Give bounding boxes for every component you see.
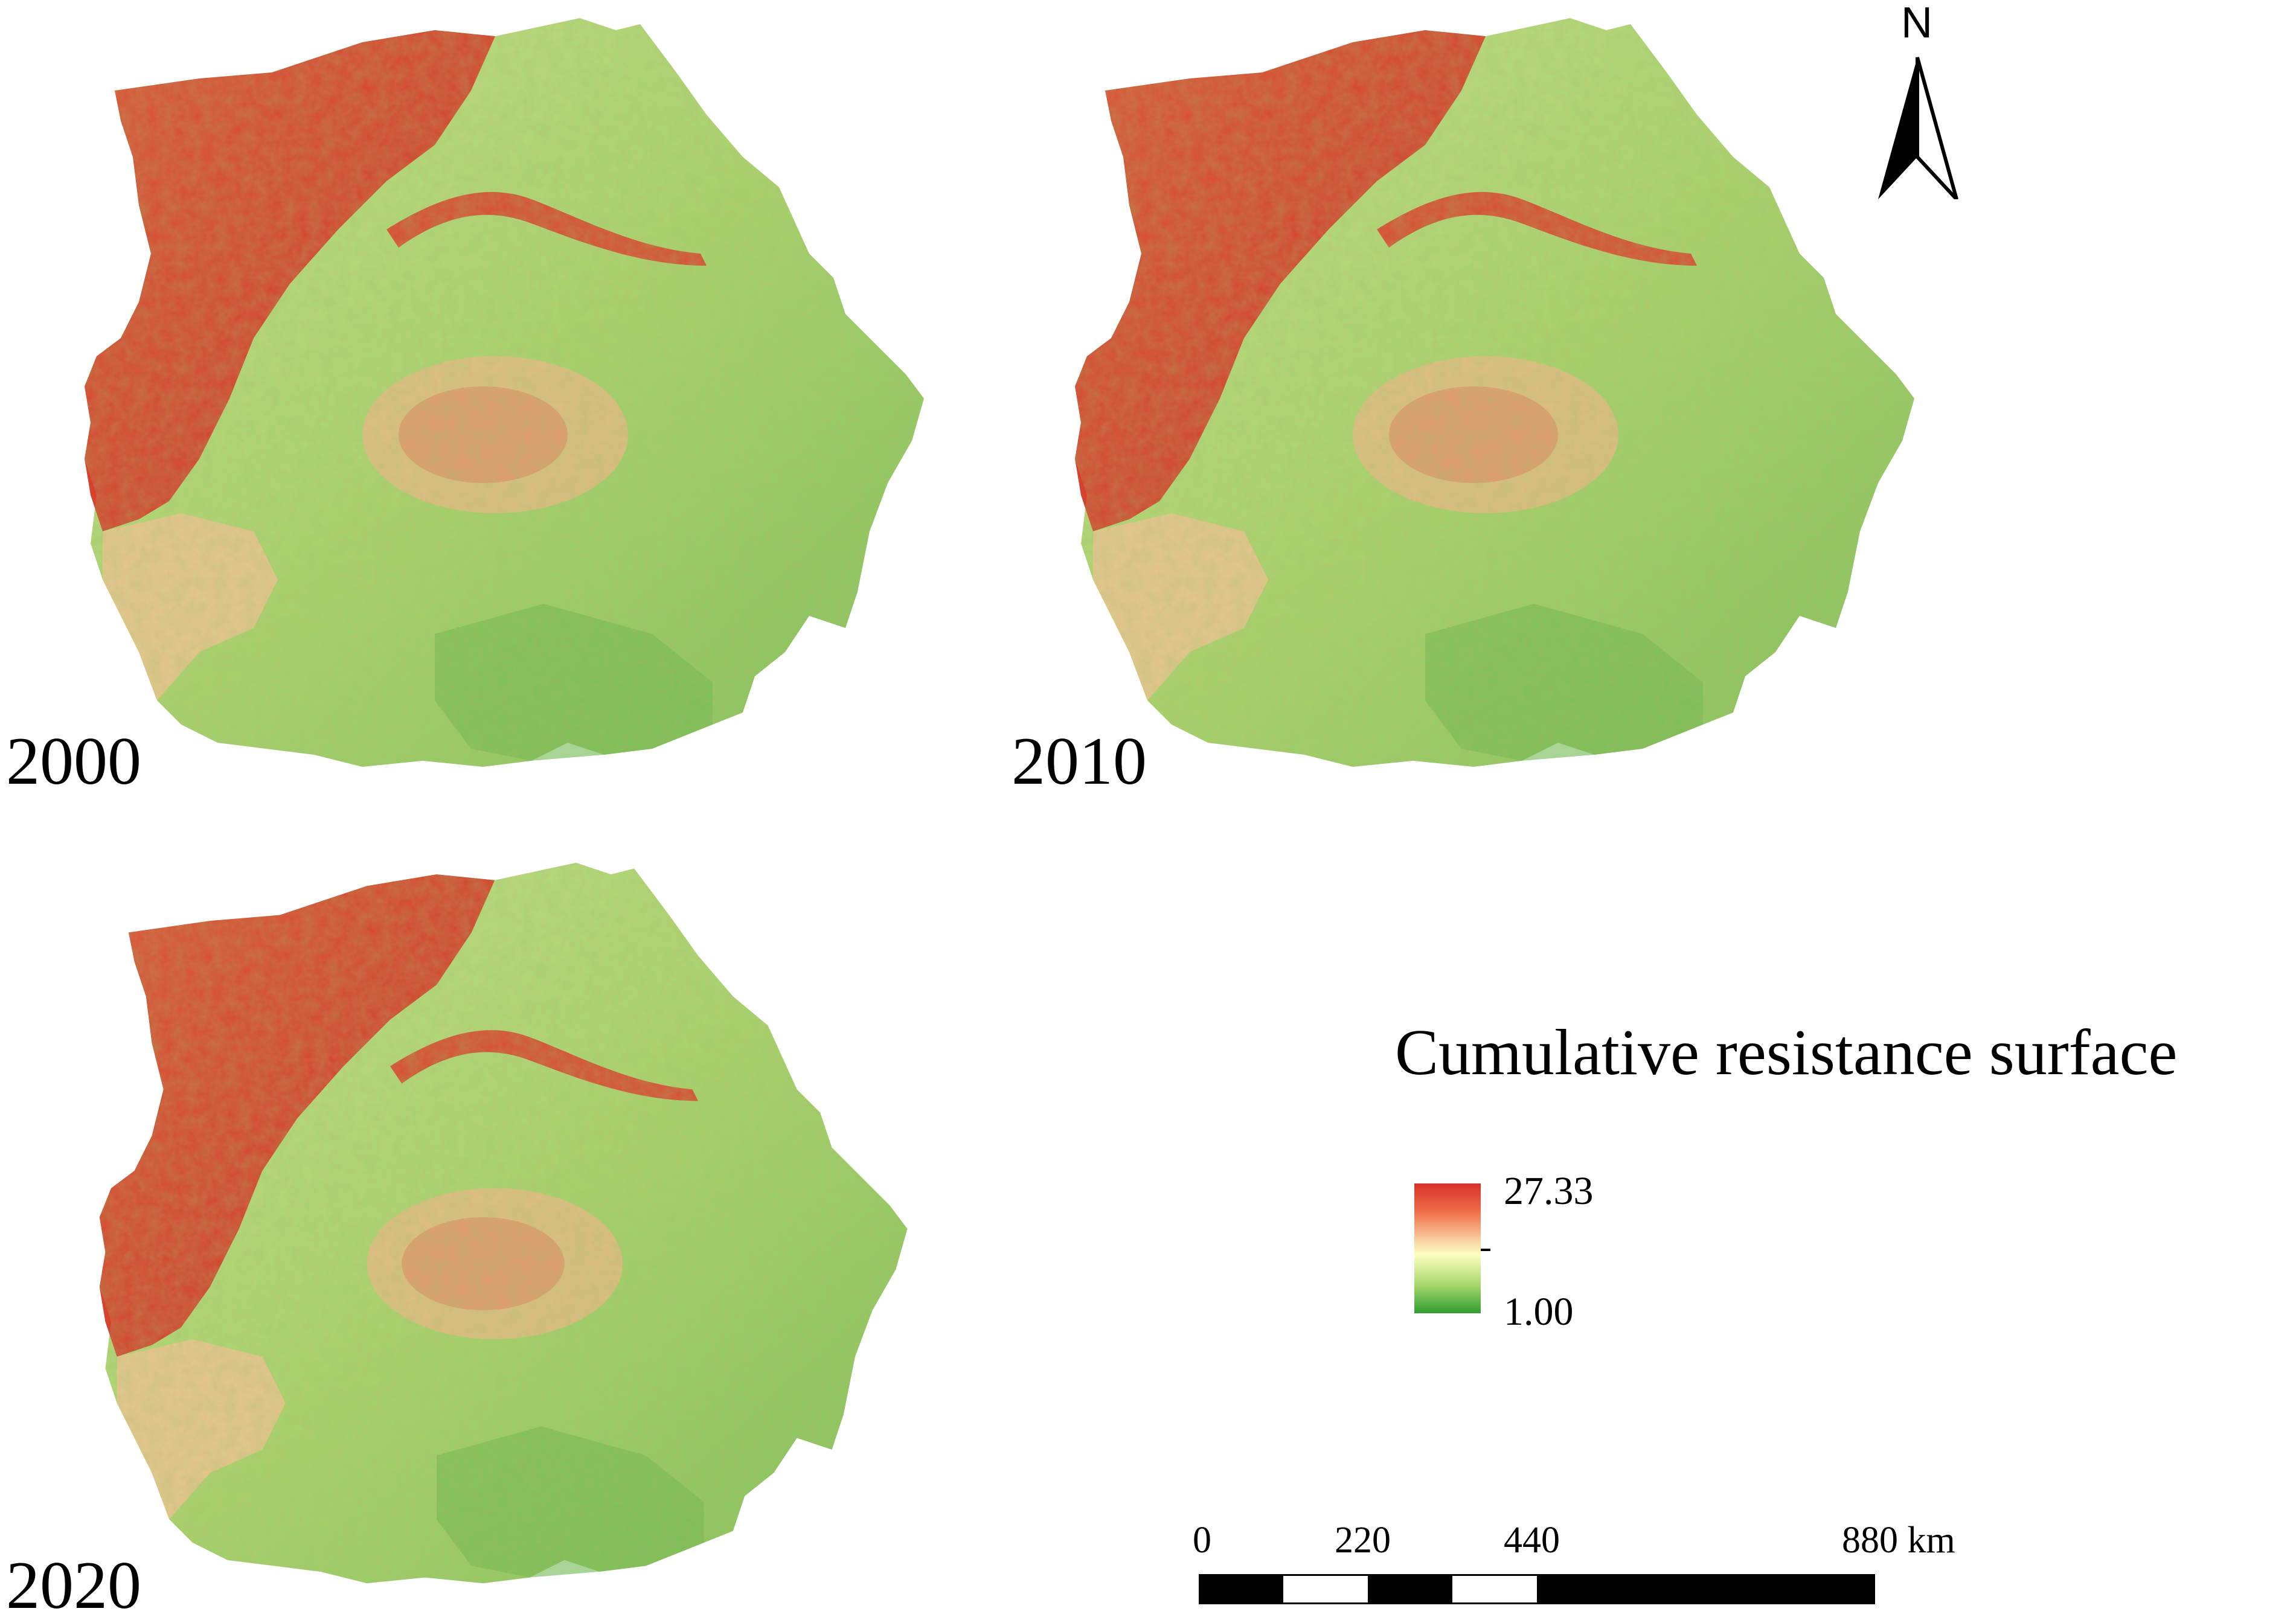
legend-min-label: 1.00	[1504, 1290, 1574, 1334]
north-arrow-icon	[1878, 57, 1958, 199]
scale-label-220: 220	[1335, 1520, 1391, 1561]
resistance-map-2000	[0, 0, 966, 803]
year-label-2020: 2020	[6, 1548, 141, 1623]
legend-max-label: 27.33	[1504, 1169, 1594, 1213]
resistance-map-2010	[990, 0, 1957, 803]
map-panel-2000	[0, 0, 966, 803]
scale-label-880-km: 880 km	[1842, 1520, 1955, 1561]
scale-label-0: 0	[1193, 1520, 1211, 1561]
year-label-2000: 2000	[6, 724, 141, 799]
scale-label-440: 440	[1504, 1520, 1560, 1561]
legend-color-ramp	[1414, 1183, 1481, 1313]
map-panel-2010	[990, 0, 1957, 803]
year-label-2010: 2010	[1012, 724, 1147, 799]
legend-tick-mark	[1481, 1249, 1490, 1251]
resistance-map-2020	[0, 845, 966, 1618]
north-arrow-letter: N	[1901, 0, 1932, 47]
scale-bar	[1199, 1574, 1875, 1604]
map-panel-2020	[0, 845, 966, 1618]
legend-title: Cumulative resistance surface	[1395, 1017, 2178, 1089]
